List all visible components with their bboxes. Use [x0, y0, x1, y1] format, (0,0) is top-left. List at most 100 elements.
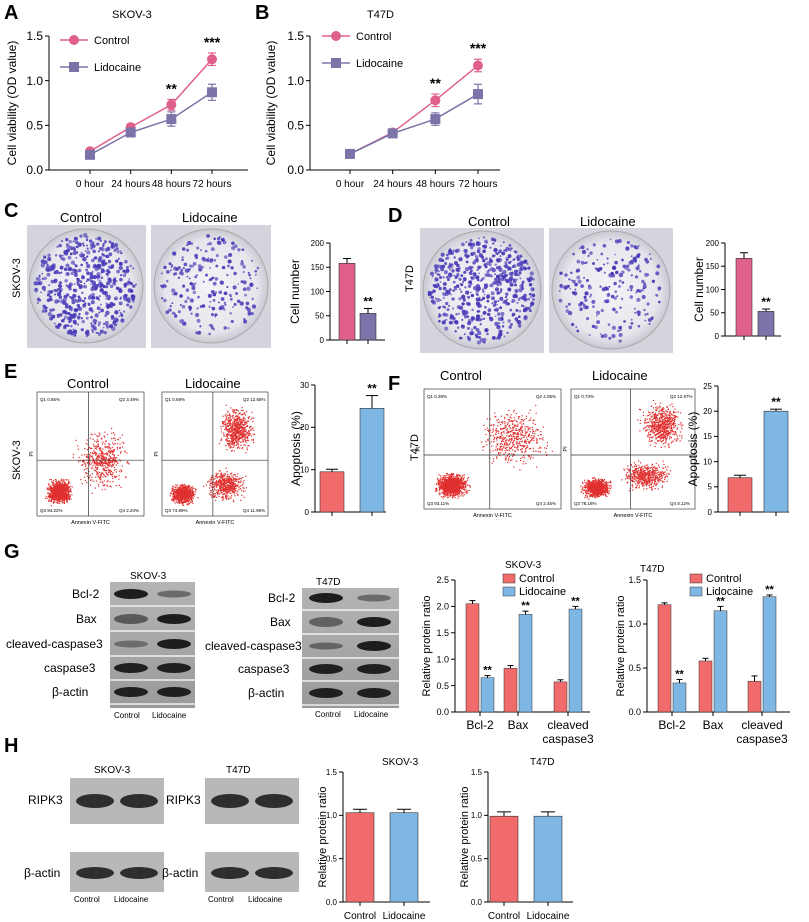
colony: [517, 315, 521, 319]
event-dot: [95, 458, 97, 460]
colony: [223, 326, 227, 330]
colony: [611, 265, 617, 270]
event-dot: [214, 488, 216, 490]
colony: [448, 272, 452, 276]
event-dot: [224, 486, 227, 488]
event-dot: [242, 482, 244, 484]
colony: [92, 249, 96, 254]
colony: [189, 298, 194, 303]
event-dot: [181, 485, 183, 487]
event-dot: [238, 423, 240, 425]
event-dot: [93, 450, 95, 452]
event-dot: [236, 492, 238, 494]
event-dot: [90, 484, 92, 486]
event-dot: [252, 438, 254, 440]
colony: [119, 273, 123, 277]
event-dot: [238, 481, 240, 483]
event-dot: [82, 460, 84, 462]
event-dot: [127, 462, 129, 464]
colony: [84, 250, 87, 252]
event-dot: [117, 462, 119, 464]
event-dot: [188, 502, 191, 504]
colony: [75, 251, 79, 254]
colony: [112, 278, 116, 283]
event-dot: [192, 497, 194, 499]
event-dot: [237, 479, 239, 481]
event-dot: [226, 423, 228, 425]
colony: [78, 312, 81, 316]
event-dot: [216, 480, 218, 482]
event-dot: [61, 479, 63, 481]
event-dot: [185, 497, 187, 499]
event-dot: [57, 495, 59, 497]
event-dot: [220, 487, 222, 489]
colony: [36, 277, 41, 282]
event-dot: [172, 485, 174, 488]
event-dot: [63, 502, 66, 505]
event-dot: [246, 436, 248, 438]
colony: [246, 307, 251, 312]
event-dot: [223, 478, 225, 480]
event-dot: [106, 454, 108, 456]
colony: [510, 273, 514, 277]
colony: [490, 237, 495, 242]
event-dot: [84, 448, 86, 450]
colony: [73, 236, 78, 241]
colony: [226, 285, 229, 289]
event-dot: [229, 442, 231, 444]
colony: [454, 249, 459, 253]
event-dot: [61, 491, 63, 493]
colony: [487, 308, 492, 312]
colony: [479, 338, 484, 342]
colony: [67, 324, 70, 328]
event-dot: [65, 487, 67, 489]
colony: [591, 299, 596, 304]
event-dot: [215, 472, 217, 475]
event-dot: [108, 443, 110, 445]
colony: [454, 275, 458, 279]
colony: [572, 279, 576, 284]
event-dot: [220, 426, 222, 428]
event-dot: [53, 490, 56, 492]
colony: [486, 332, 489, 336]
colony: [587, 285, 592, 290]
colony: [614, 253, 616, 256]
colony: [486, 261, 490, 266]
colony-dish-d-lido: [551, 230, 671, 350]
event-dot: [233, 417, 235, 419]
colony: [196, 307, 199, 310]
event-dot: [109, 485, 111, 487]
event-dot: [174, 489, 176, 491]
event-dot: [185, 495, 187, 497]
colony: [627, 288, 630, 292]
colony: [81, 275, 85, 280]
colony: [91, 270, 94, 273]
colony: [453, 274, 456, 277]
colony: [449, 313, 453, 318]
event-dot: [51, 484, 53, 486]
event-dot: [226, 471, 228, 473]
quadrant-label: Q4 2.24%: [119, 508, 139, 513]
event-dot: [48, 499, 50, 501]
event-dot: [234, 425, 236, 427]
event-dot: [112, 452, 114, 454]
event-dot: [179, 484, 181, 486]
event-dot: [112, 472, 114, 474]
event-dot: [49, 497, 51, 499]
event-dot: [240, 431, 242, 433]
colony: [580, 260, 585, 265]
event-dot: [214, 477, 216, 480]
event-dot: [55, 483, 57, 485]
event-dot: [96, 460, 98, 462]
event-dot: [241, 448, 243, 450]
colony: [71, 314, 76, 319]
event-dot: [59, 494, 61, 496]
colony: [124, 272, 127, 275]
colony: [105, 262, 108, 265]
event-dot: [220, 482, 222, 484]
event-dot: [101, 462, 103, 464]
event-dot: [229, 439, 231, 442]
event-dot: [209, 484, 211, 487]
event-dot: [235, 424, 237, 426]
event-dot: [174, 486, 177, 488]
